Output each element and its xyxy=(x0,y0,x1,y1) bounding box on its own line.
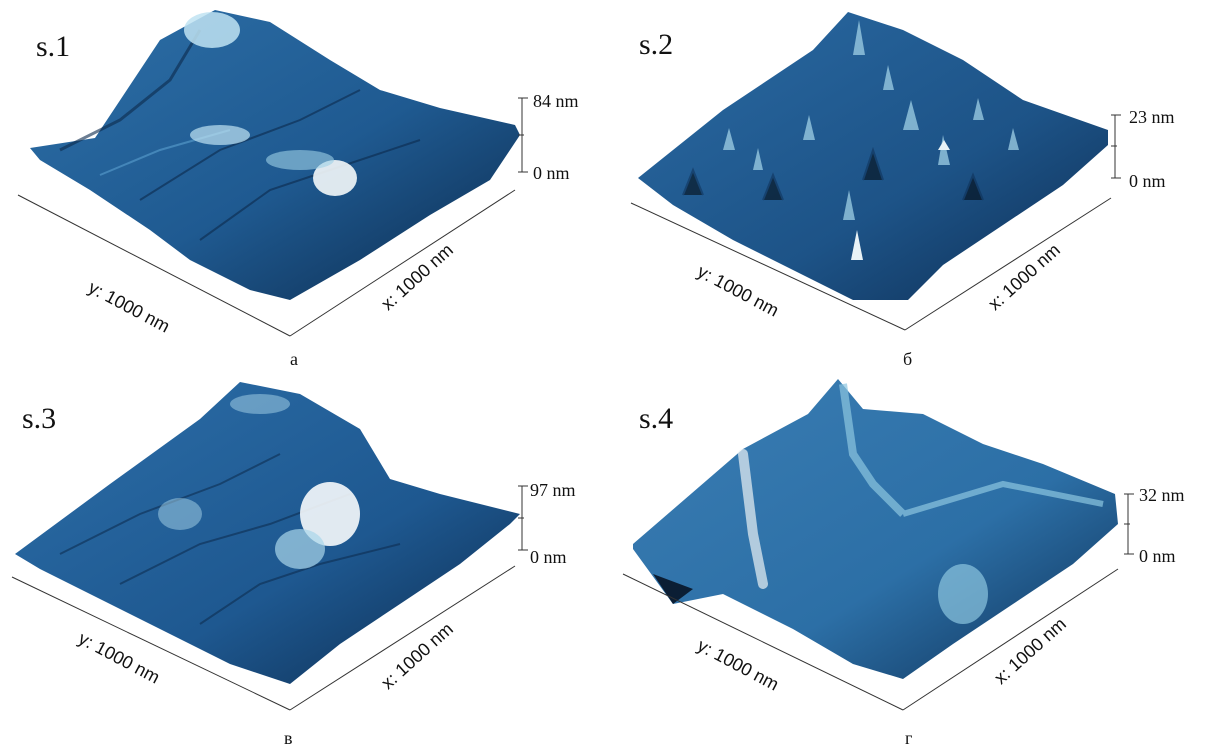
z-max-label: 32 nm xyxy=(1139,485,1185,505)
sample-label: s.3 xyxy=(22,402,57,435)
surface-body xyxy=(15,382,520,684)
panel-letter: г xyxy=(905,728,913,748)
afm-surface-s3 xyxy=(11,382,528,711)
panel-letter: в xyxy=(284,728,293,748)
x-axis-line xyxy=(902,568,1119,711)
peak-highlight xyxy=(158,498,202,530)
peak-highlight xyxy=(275,529,325,569)
x-axis-line xyxy=(289,189,516,337)
sample-label: s.2 xyxy=(639,28,674,61)
y-axis-line xyxy=(622,573,904,711)
x-axis-line xyxy=(904,197,1112,331)
peak-highlight xyxy=(266,150,334,170)
peak-highlight xyxy=(184,12,240,48)
z-min-label: 0 nm xyxy=(533,163,570,183)
afm-panel-s4: s.4 32 nm 0 nm y: 1000 nm x: 1000 nm г xyxy=(603,374,1206,748)
y-axis-line xyxy=(630,202,906,331)
afm-panel-s3: s.3 97 nm 0 nm y: 1000 nm x: 1000 nm в xyxy=(0,374,603,748)
afm-panel-s2: s.2 23 nm 0 nm y: 1000 nm x: 1000 nm б xyxy=(603,0,1206,374)
surface-spikes xyxy=(682,146,984,201)
surface-texture xyxy=(738,383,1104,624)
panel-letter: б xyxy=(903,349,913,369)
z-max-label: 84 nm xyxy=(533,91,579,111)
peak-highlight xyxy=(313,160,357,196)
y-axis-line xyxy=(17,194,291,337)
peak-highlight xyxy=(300,482,360,546)
panel-letter: а xyxy=(290,349,298,369)
afm-surface-s2 xyxy=(630,12,1121,331)
z-max-label: 97 nm xyxy=(530,480,576,500)
afm-surface-s4 xyxy=(622,379,1134,711)
afm-panel-s1: s.1 84 nm 0 nm y: 1000 nm x: 1000 nm а xyxy=(0,0,603,374)
z-max-label: 23 nm xyxy=(1129,107,1175,127)
x-axis-line xyxy=(289,565,516,711)
surface-body xyxy=(633,379,1118,679)
z-min-label: 0 nm xyxy=(1139,546,1176,566)
peak-highlight xyxy=(190,125,250,145)
z-min-label: 0 nm xyxy=(530,547,567,567)
sample-label: s.1 xyxy=(36,30,71,63)
afm-surface-s1 xyxy=(17,10,528,337)
sample-label: s.4 xyxy=(639,402,674,435)
peak-highlight xyxy=(230,394,290,414)
z-min-label: 0 nm xyxy=(1129,171,1166,191)
y-axis-line xyxy=(11,576,291,711)
